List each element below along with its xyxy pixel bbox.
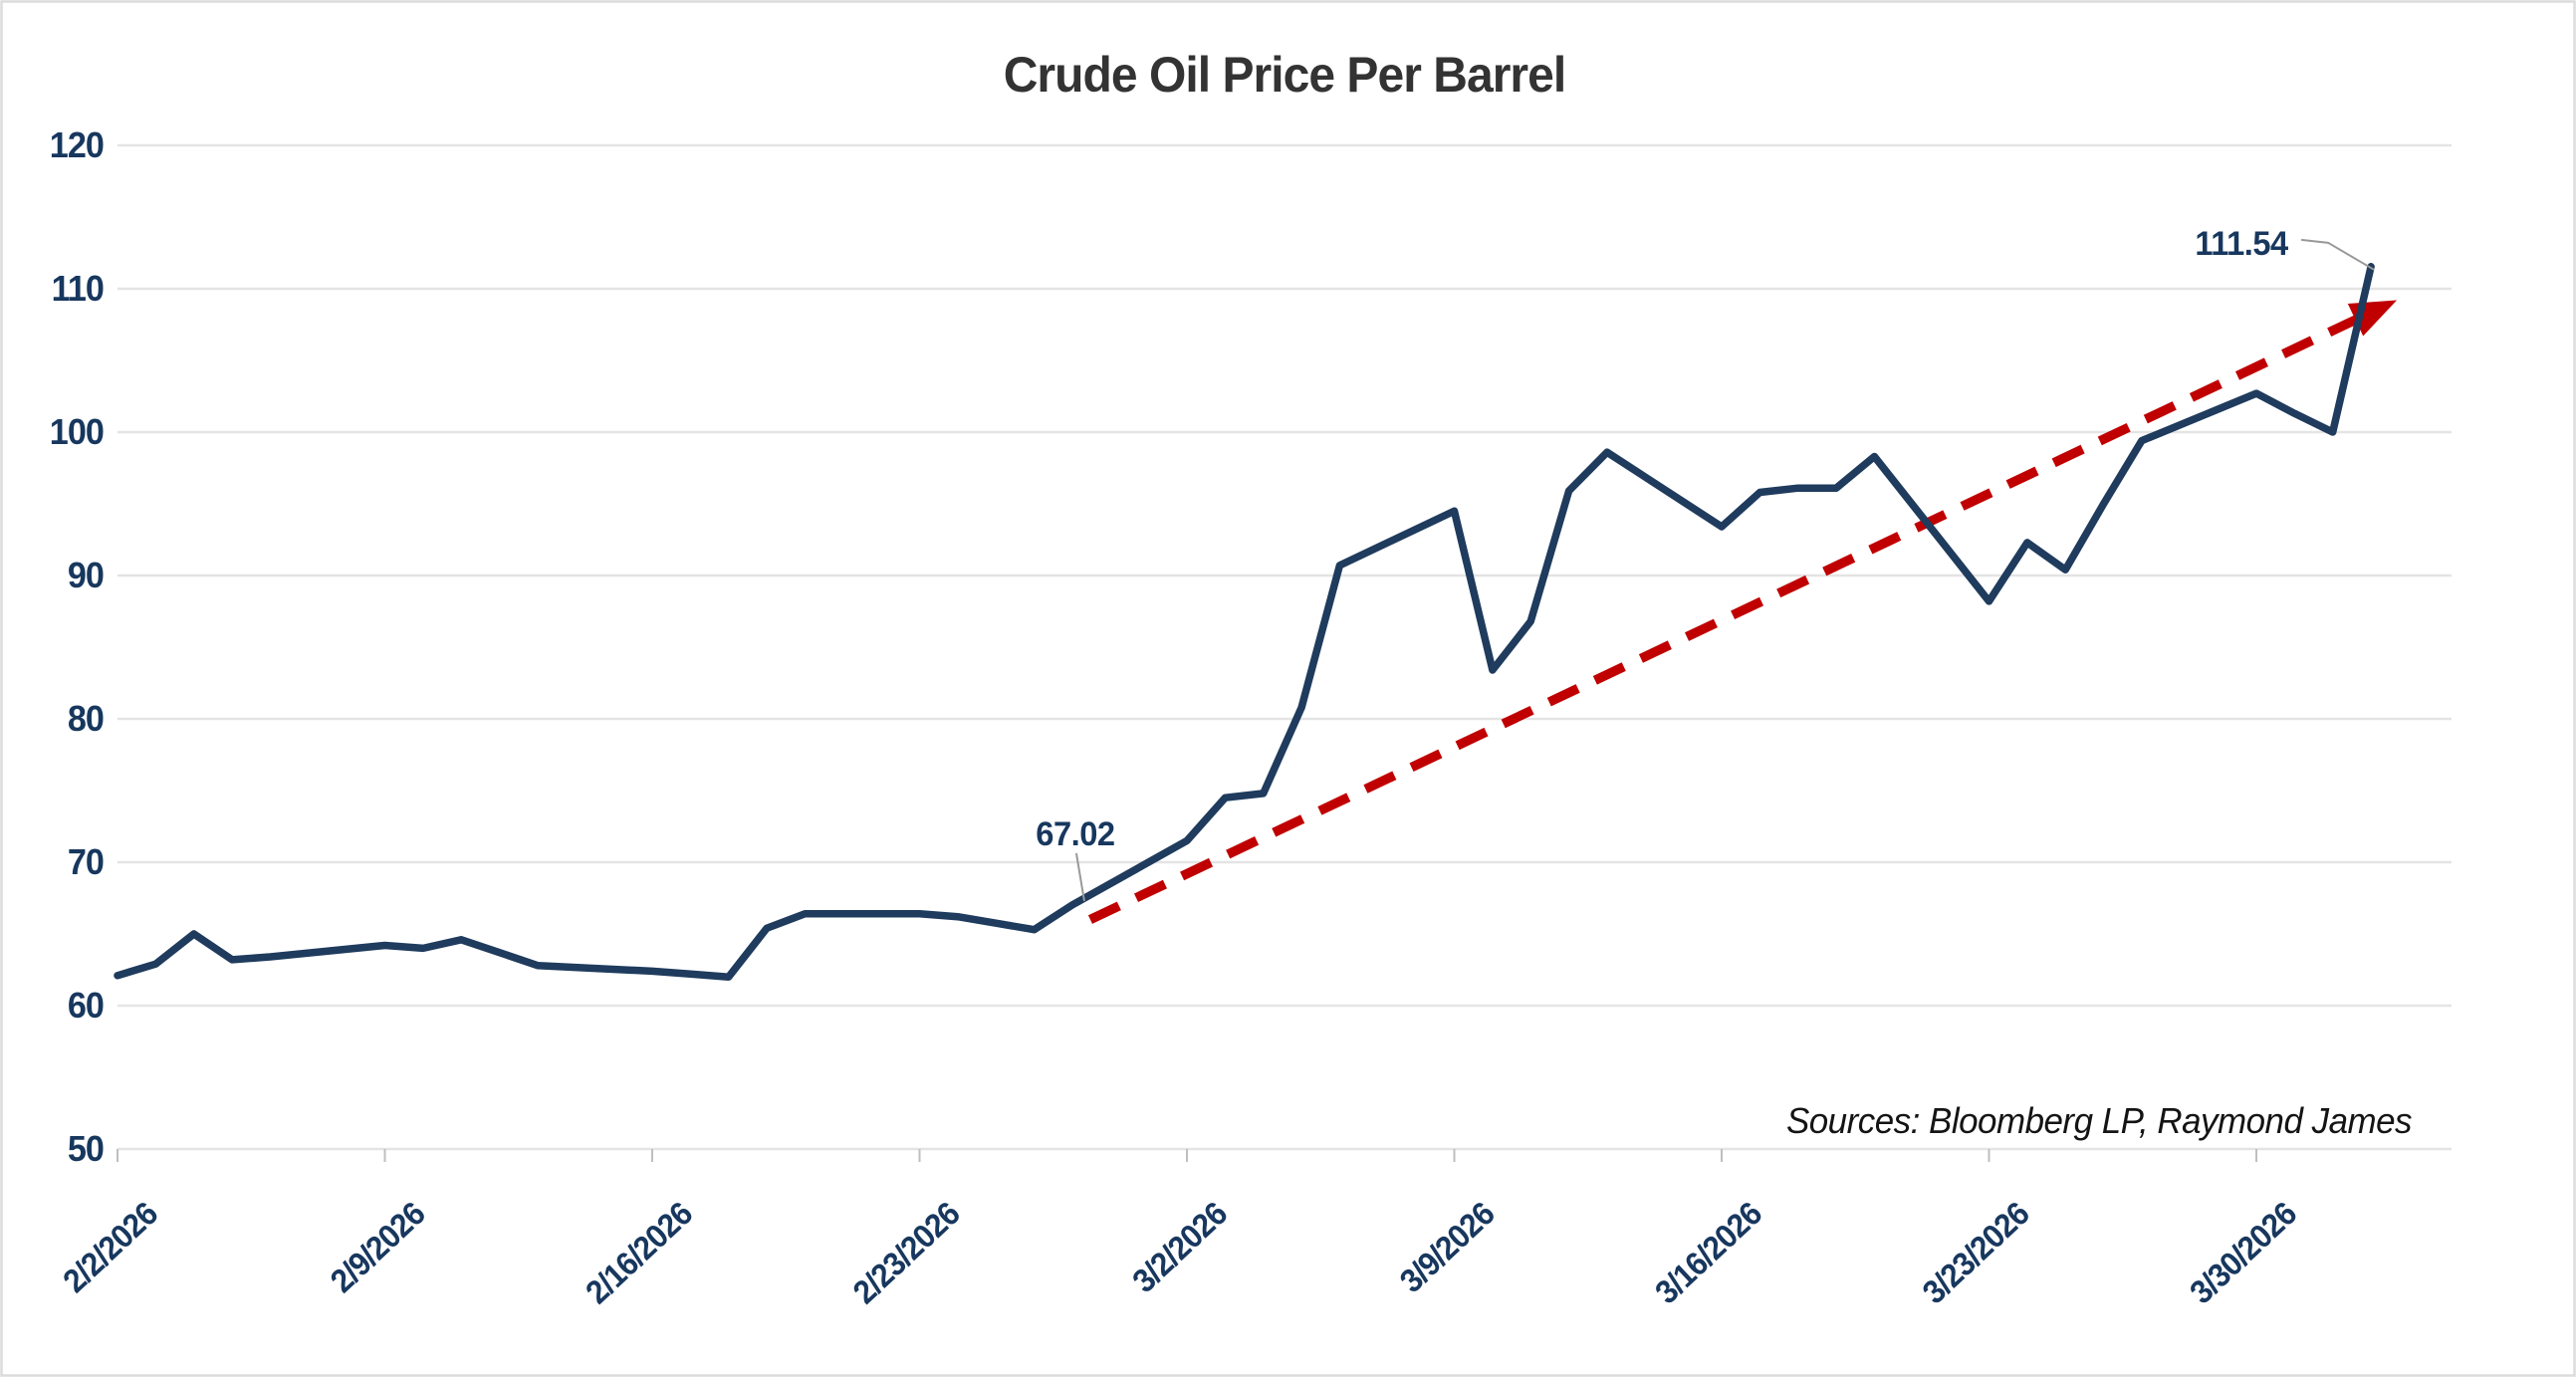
x-tick-label-3/23/2026: 3/23/2026 <box>1916 1195 2036 1310</box>
y-tick-label-80: 80 <box>68 699 105 739</box>
x-tick-label-2/9/2026: 2/9/2026 <box>324 1195 432 1299</box>
x-tick-label-3/9/2026: 3/9/2026 <box>1393 1195 1502 1299</box>
price-series <box>114 263 2375 981</box>
y-tick-label-120: 120 <box>50 125 105 165</box>
y-tick-label-110: 110 <box>52 269 105 309</box>
y-tick-label-60: 60 <box>68 986 105 1026</box>
annotation-label-67.02: 67.02 <box>1036 815 1114 853</box>
gridlines <box>117 143 2452 1151</box>
y-tick-label-50: 50 <box>68 1129 105 1169</box>
x-tick-label-2/23/2026: 2/23/2026 <box>846 1195 967 1310</box>
price-line <box>114 263 2375 981</box>
annotations: 67.02 111.54 <box>1036 225 2375 902</box>
annotation-leader-67.02 <box>1074 852 1085 902</box>
x-axis-ticks <box>117 1149 2257 1162</box>
x-axis-labels: 2/2/2026 2/9/2026 2/16/2026 2/23/2026 3/2/20… <box>56 1195 2303 1310</box>
x-tick-label-3/16/2026: 3/16/2026 <box>1648 1195 1768 1310</box>
y-tick-label-100: 100 <box>50 412 105 452</box>
annotation-label-111.54: 111.54 <box>2195 225 2288 263</box>
chart-title: Crude Oil Price Per Barrel <box>1004 48 1566 103</box>
trend-dashed-line <box>1087 314 2362 924</box>
x-tick-label-2/16/2026: 2/16/2026 <box>579 1195 699 1310</box>
annotation-leader-111.54 <box>2300 238 2375 271</box>
x-tick-label-2/2/2026: 2/2/2026 <box>56 1195 164 1299</box>
x-tick-label-3/30/2026: 3/30/2026 <box>2183 1195 2303 1310</box>
y-tick-label-90: 90 <box>68 556 105 595</box>
x-tick-label-3/2/2026: 3/2/2026 <box>1125 1195 1234 1299</box>
y-axis-labels: 120 110 100 90 80 70 60 50 <box>50 125 106 1169</box>
source-note: Sources: Bloomberg LP, Raymond James <box>1786 1101 2412 1142</box>
y-tick-label-70: 70 <box>68 842 105 882</box>
trend-arrow <box>1087 300 2398 924</box>
